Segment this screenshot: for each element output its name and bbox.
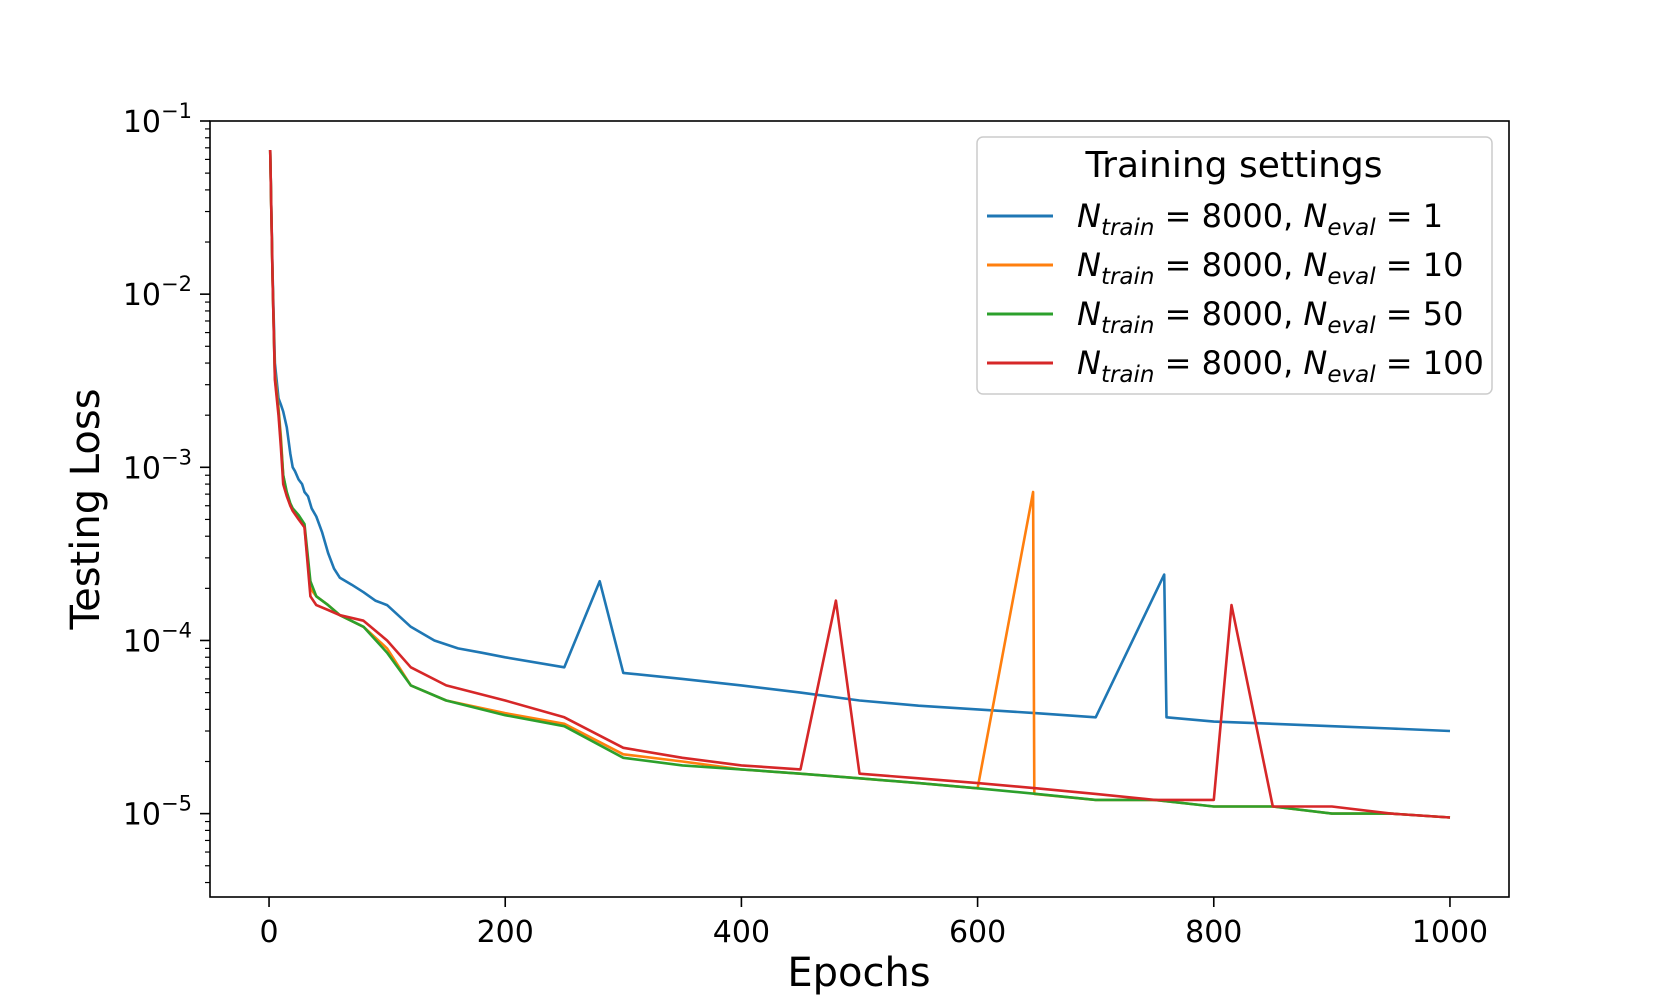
x-tick-label: 0 <box>259 915 278 950</box>
x-tick-label: 600 <box>949 915 1006 950</box>
series-layer <box>268 149 1451 819</box>
legend-box <box>976 136 1493 395</box>
series-line-1 <box>268 149 1451 733</box>
x-tick-label: 1000 <box>1412 915 1488 950</box>
y-axis: 10−1 10−2 10−3 10−4 10−5 <box>123 99 210 884</box>
y-tick-label: 10−5 <box>123 792 192 833</box>
legend-entries: Ntrain = 8000, Neval = 1 Ntrain = 8000, N… <box>987 197 1484 388</box>
x-tick-label: 400 <box>713 915 770 950</box>
series-line-4 <box>268 149 1451 819</box>
legend-label-3: Ntrain = 8000, Neval = 50 <box>1077 295 1463 339</box>
y-tick-label: 10−1 <box>123 99 192 140</box>
x-axis-label: Epochs <box>787 950 930 996</box>
y-tick-label: 10−2 <box>123 272 192 313</box>
legend-label-1: Ntrain = 8000, Neval = 1 <box>1077 197 1443 241</box>
x-tick-label: 200 <box>477 915 534 950</box>
legend-label-2: Ntrain = 8000, Neval = 10 <box>1077 246 1463 290</box>
x-axis: 0 200 400 600 800 1000 <box>259 897 1488 950</box>
legend-title: Training settings <box>1084 145 1382 186</box>
y-axis-label: Testing Loss <box>63 388 109 630</box>
legend: Training settings Ntrain = 8000, Neval =… <box>976 136 1493 395</box>
x-tick-label: 800 <box>1185 915 1242 950</box>
y-tick-label: 10−3 <box>123 445 192 486</box>
legend-label-4: Ntrain = 8000, Neval = 100 <box>1077 344 1484 388</box>
y-tick-label: 10−4 <box>123 618 192 659</box>
plot-frame <box>209 120 1510 898</box>
series-line-3 <box>268 149 1451 819</box>
